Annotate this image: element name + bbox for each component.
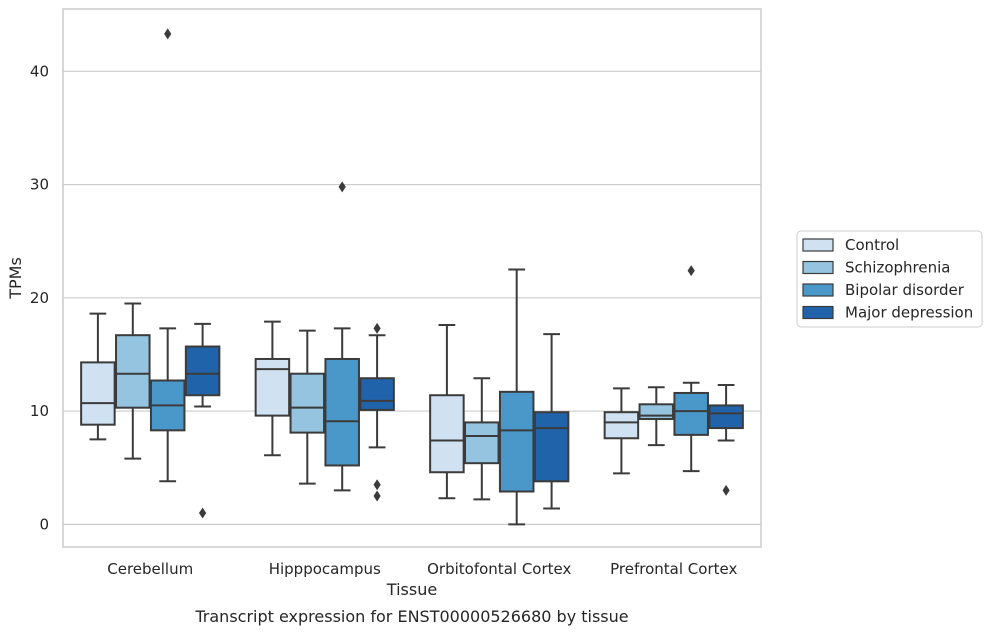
- y-tick-label: 30: [30, 176, 49, 194]
- y-tick-label: 10: [30, 402, 49, 420]
- box-control: [254, 320, 291, 457]
- y-axis-title: TPMs: [6, 257, 25, 300]
- box-iqr: [603, 411, 640, 440]
- box-iqr: [464, 421, 500, 465]
- box-iqr: [184, 345, 221, 397]
- legend-item: Bipolar disorder: [802, 281, 965, 299]
- box-iqr: [533, 411, 570, 483]
- legend-swatch: [802, 283, 834, 297]
- box-iqr: [708, 404, 744, 430]
- box-major-depression: [359, 322, 395, 502]
- x-tick-label: Cerebellum: [107, 560, 193, 578]
- y-tick-label: 20: [30, 289, 49, 307]
- legend-item: Major depression: [802, 304, 973, 322]
- outlier-point: [338, 181, 346, 193]
- legend-item: Control: [802, 236, 899, 254]
- legend-swatch: [802, 238, 834, 252]
- outlier-point: [164, 28, 172, 40]
- box-control: [80, 312, 116, 441]
- box-control: [603, 387, 640, 475]
- box-schizophrenia: [115, 302, 151, 460]
- box-iqr: [324, 357, 360, 467]
- outlier-point: [373, 479, 381, 491]
- box-bipolar-disorder: [324, 181, 360, 492]
- box-schizophrenia: [289, 329, 326, 485]
- box-major-depression: [708, 384, 744, 496]
- x-tick-labels: Cerebellum Hipppocampus Orbitofontal Corte…: [107, 560, 737, 578]
- legend-swatch: [802, 305, 834, 320]
- box-major-depression: [533, 333, 570, 510]
- box-control: [429, 324, 465, 500]
- box-iqr: [498, 390, 535, 493]
- box-iqr: [80, 361, 116, 426]
- y-tick-label: 40: [30, 62, 49, 80]
- legend-swatch: [802, 260, 834, 275]
- legend-label: Control: [845, 236, 899, 254]
- box-iqr: [359, 377, 395, 411]
- x-axis-title: Tissue: [386, 580, 437, 599]
- x-tick-label: Prefrontal Cortex: [610, 560, 737, 578]
- box-iqr: [429, 394, 465, 474]
- box-iqr: [115, 334, 151, 409]
- box-bipolar-disorder: [673, 265, 709, 473]
- box-series: [80, 28, 744, 526]
- outlier-point: [687, 265, 695, 277]
- y-tick-labels: 0 10 20 30 40: [30, 62, 49, 533]
- x-tick-label: Orbitofontal Cortex: [427, 560, 571, 578]
- box-schizophrenia: [638, 386, 675, 447]
- box-bipolar-disorder: [149, 28, 186, 483]
- outlier-point: [722, 484, 730, 496]
- legend-label: Schizophrenia: [845, 259, 950, 277]
- outlier-point: [373, 322, 381, 334]
- box-iqr: [673, 391, 709, 436]
- x-tick-label: Hipppocampus: [269, 560, 381, 578]
- box-bipolar-disorder: [498, 268, 535, 526]
- legend-item: Schizophrenia: [802, 259, 950, 277]
- y-tick-label: 0: [39, 515, 49, 533]
- legend-label: Major depression: [845, 304, 973, 322]
- box-iqr: [254, 357, 291, 417]
- box-schizophrenia: [464, 377, 500, 501]
- outlier-point: [199, 507, 207, 519]
- legend-frame: [796, 230, 983, 328]
- legend: Control Schizophrenia Bipolar disorder Majo…: [796, 230, 983, 328]
- box-iqr: [638, 403, 675, 421]
- plot-area-frame: [62, 8, 762, 548]
- outlier-point: [373, 490, 381, 502]
- chart-caption: Transcript expression for ENST0000052668…: [194, 607, 628, 626]
- legend-label: Bipolar disorder: [845, 281, 965, 299]
- box-major-depression: [184, 322, 221, 519]
- box-iqr: [289, 372, 326, 434]
